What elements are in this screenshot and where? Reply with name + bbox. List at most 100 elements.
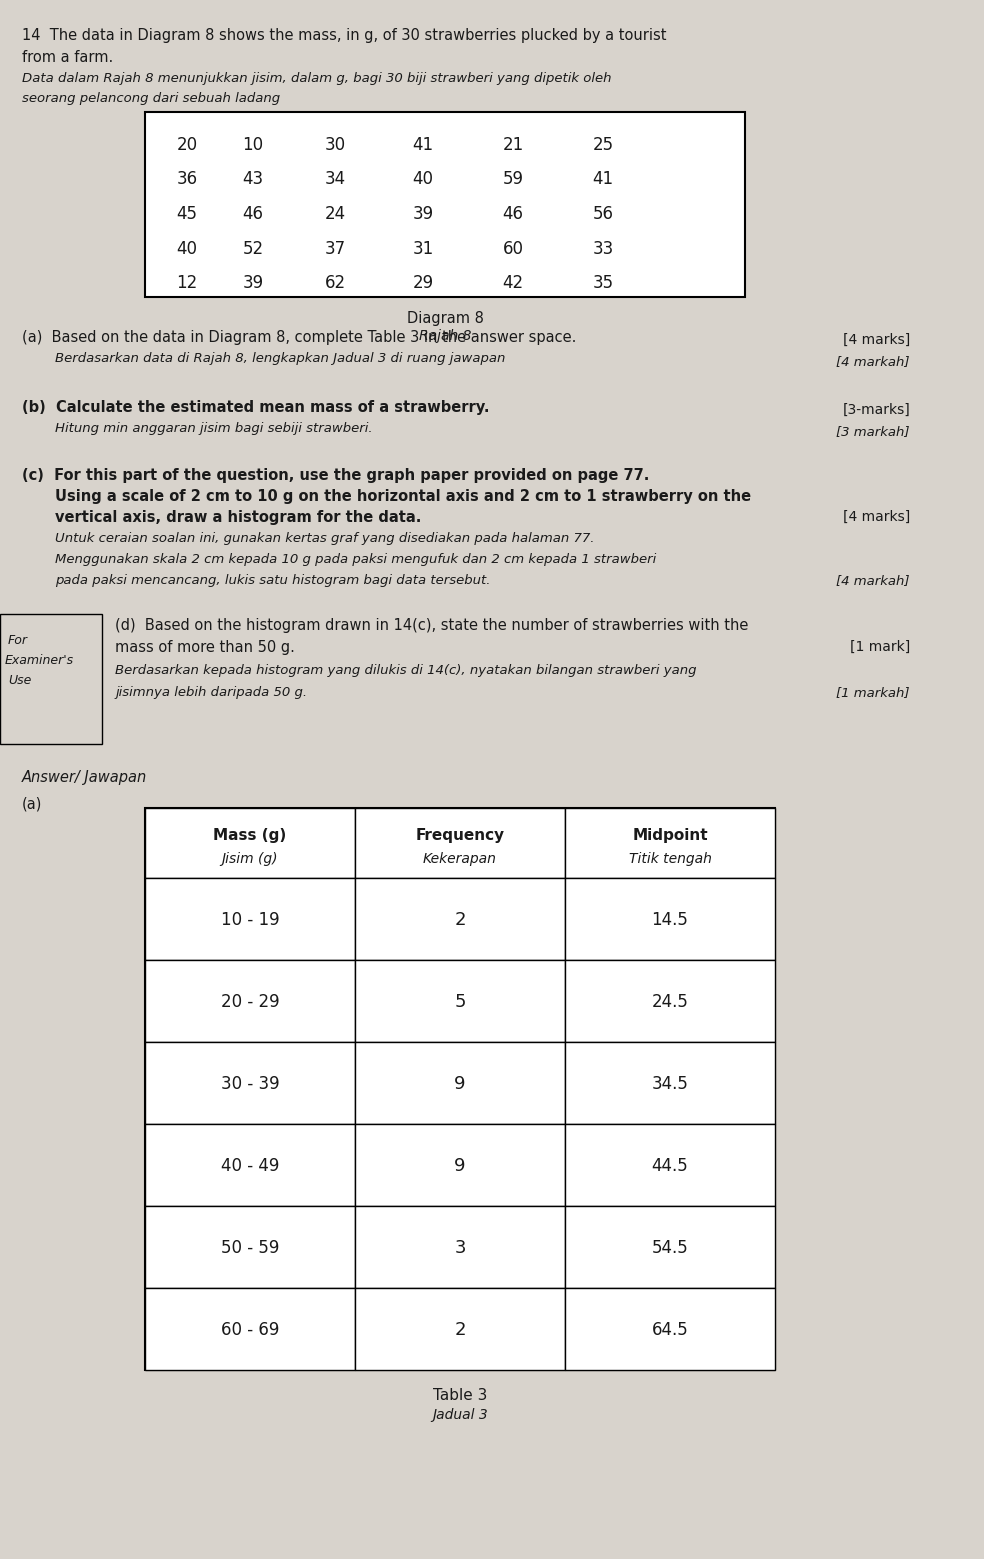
Bar (355, 960, 565, 1041)
Text: 39: 39 (242, 274, 264, 292)
Bar (565, 1041, 775, 1124)
Text: [3-marks]: [3-marks] (842, 402, 910, 416)
Text: Jadual 3: Jadual 3 (432, 1408, 488, 1422)
Text: 24.5: 24.5 (651, 993, 689, 1010)
Text: 50 - 59: 50 - 59 (220, 1239, 279, 1257)
Text: Untuk ceraian soalan ini, gunakan kertas graf yang disediakan pada halaman 77.: Untuk ceraian soalan ini, gunakan kertas… (55, 532, 594, 546)
Text: 45: 45 (176, 204, 198, 223)
Text: (a)  Based on the data in Diagram 8, complete Table 3 in the answer space.: (a) Based on the data in Diagram 8, comp… (22, 331, 577, 345)
Text: 2: 2 (455, 1320, 465, 1339)
Bar (145, 1288, 355, 1370)
Text: mass of more than 50 g.: mass of more than 50 g. (115, 641, 295, 655)
Text: 3: 3 (455, 1239, 465, 1257)
Bar (145, 1124, 355, 1207)
Text: 52: 52 (242, 240, 264, 257)
Text: 46: 46 (242, 204, 264, 223)
Text: 40 - 49: 40 - 49 (220, 1157, 279, 1175)
Text: 40: 40 (412, 170, 434, 189)
Text: Mass (g): Mass (g) (214, 828, 286, 843)
Text: Use: Use (8, 673, 31, 688)
Text: For: For (8, 635, 28, 647)
Text: 9: 9 (455, 1076, 465, 1093)
Text: Midpoint: Midpoint (632, 828, 707, 843)
Text: 42: 42 (503, 274, 523, 292)
Text: Kekerapan: Kekerapan (423, 853, 497, 865)
Text: seorang pelancong dari sebuah ladang: seorang pelancong dari sebuah ladang (22, 92, 280, 104)
Text: Answer/ Jawapan: Answer/ Jawapan (22, 770, 148, 786)
Text: [4 markah]: [4 markah] (836, 574, 910, 588)
Text: 41: 41 (592, 170, 614, 189)
Bar (145, 808, 775, 1370)
Text: 2: 2 (455, 910, 465, 929)
Bar (145, 878, 355, 960)
Text: Titik tengah: Titik tengah (629, 853, 711, 865)
Text: 21: 21 (503, 136, 523, 154)
Bar (355, 808, 565, 878)
Text: 9: 9 (455, 1157, 465, 1175)
Text: 20 - 29: 20 - 29 (220, 993, 279, 1010)
Text: [1 markah]: [1 markah] (836, 686, 910, 698)
Text: 33: 33 (592, 240, 614, 257)
Text: Examiner's: Examiner's (5, 653, 74, 667)
Text: Frequency: Frequency (415, 828, 505, 843)
Text: 14  The data in Diagram 8 shows the mass, in g, of 30 strawberries plucked by a : 14 The data in Diagram 8 shows the mass,… (22, 28, 666, 44)
Text: 29: 29 (412, 274, 434, 292)
Text: from a farm.: from a farm. (22, 50, 113, 65)
Text: (a): (a) (22, 797, 42, 811)
Text: 41: 41 (412, 136, 434, 154)
Bar (565, 1288, 775, 1370)
Text: 12: 12 (176, 274, 198, 292)
Text: Table 3: Table 3 (433, 1388, 487, 1403)
Text: 54.5: 54.5 (651, 1239, 689, 1257)
Text: 46: 46 (503, 204, 523, 223)
Text: 43: 43 (242, 170, 264, 189)
Bar (145, 808, 355, 878)
Text: 40: 40 (176, 240, 198, 257)
Text: (c)  For this part of the question, use the graph paper provided on page 77.: (c) For this part of the question, use t… (22, 468, 649, 483)
Text: 5: 5 (455, 993, 465, 1010)
Text: Berdasarkan data di Rajah 8, lengkapkan Jadual 3 di ruang jawapan: Berdasarkan data di Rajah 8, lengkapkan … (55, 352, 506, 365)
Text: pada paksi mencancang, lukis satu histogram bagi data tersebut.: pada paksi mencancang, lukis satu histog… (55, 574, 490, 588)
Text: 25: 25 (592, 136, 614, 154)
Text: 24: 24 (325, 204, 345, 223)
Bar (145, 960, 355, 1041)
Text: 30: 30 (325, 136, 345, 154)
Text: Data dalam Rajah 8 menunjukkan jisim, dalam g, bagi 30 biji strawberi yang dipet: Data dalam Rajah 8 menunjukkan jisim, da… (22, 72, 611, 86)
Bar (565, 878, 775, 960)
Text: Jisim (g): Jisim (g) (221, 853, 278, 865)
Text: Using a scale of 2 cm to 10 g on the horizontal axis and 2 cm to 1 strawberry on: Using a scale of 2 cm to 10 g on the hor… (55, 490, 751, 504)
Text: Berdasarkan kepada histogram yang dilukis di 14(c), nyatakan bilangan strawberi : Berdasarkan kepada histogram yang diluki… (115, 664, 697, 677)
Text: Diagram 8: Diagram 8 (406, 310, 483, 326)
Text: vertical axis, draw a histogram for the data.: vertical axis, draw a histogram for the … (55, 510, 421, 525)
Text: 36: 36 (176, 170, 198, 189)
Bar (145, 1041, 355, 1124)
Text: 59: 59 (503, 170, 523, 189)
Bar (355, 1288, 565, 1370)
Text: Hitung min anggaran jisim bagi sebiji strawberi.: Hitung min anggaran jisim bagi sebiji st… (55, 422, 373, 435)
Bar (145, 1207, 355, 1288)
Bar (565, 960, 775, 1041)
Bar (565, 1124, 775, 1207)
Text: 34.5: 34.5 (651, 1076, 689, 1093)
Text: [4 marks]: [4 marks] (842, 334, 910, 348)
Text: 39: 39 (412, 204, 434, 223)
Text: 37: 37 (325, 240, 345, 257)
Text: 44.5: 44.5 (651, 1157, 689, 1175)
Text: 60 - 69: 60 - 69 (220, 1320, 279, 1339)
Text: 30 - 39: 30 - 39 (220, 1076, 279, 1093)
Text: [3 markah]: [3 markah] (836, 426, 910, 438)
Text: jisimnya lebih daripada 50 g.: jisimnya lebih daripada 50 g. (115, 686, 307, 698)
Bar (355, 1041, 565, 1124)
Bar (565, 1207, 775, 1288)
Text: (d)  Based on the histogram drawn in 14(c), state the number of strawberries wit: (d) Based on the histogram drawn in 14(c… (115, 617, 749, 633)
Text: Menggunakan skala 2 cm kepada 10 g pada paksi mengufuk dan 2 cm kepada 1 strawbe: Menggunakan skala 2 cm kepada 10 g pada … (55, 553, 656, 566)
Text: 20: 20 (176, 136, 198, 154)
Text: [1 mark]: [1 mark] (850, 641, 910, 653)
Bar (145, 112, 745, 298)
Bar (355, 1124, 565, 1207)
Text: [4 marks]: [4 marks] (842, 510, 910, 524)
Text: [4 markah]: [4 markah] (836, 355, 910, 368)
Bar (355, 1207, 565, 1288)
Text: 60: 60 (503, 240, 523, 257)
Text: 62: 62 (325, 274, 345, 292)
